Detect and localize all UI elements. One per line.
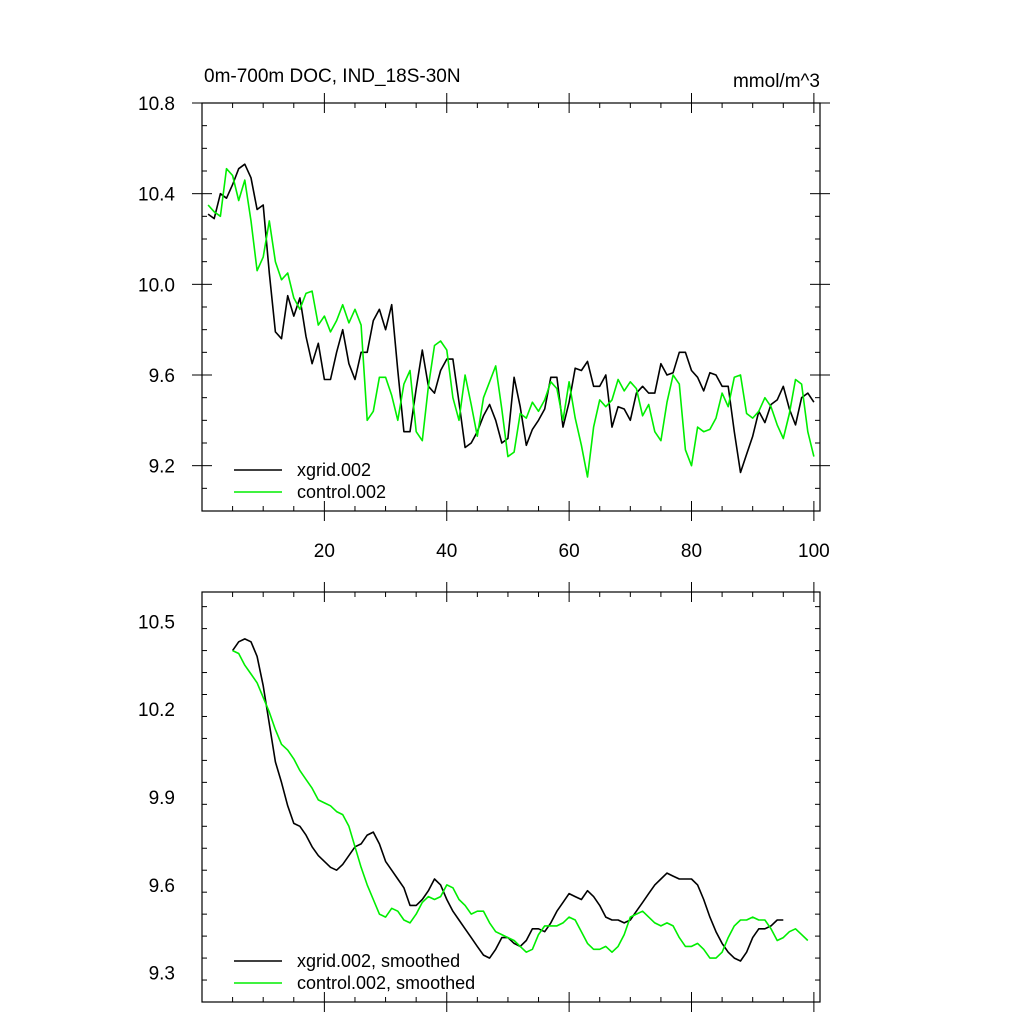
legend-label-2: control.002, smoothed [297, 973, 475, 993]
y-tick-label: 10.2 [138, 700, 175, 721]
x-tick-label: 20 [314, 541, 335, 562]
top-panel: 20 40 60 80 100 9.2 9.6 10.0 10.4 10.8 xgrid.002co… [138, 93, 830, 562]
y-tick-label: 9.2 [149, 457, 175, 478]
y-tick-label: 10.4 [138, 185, 175, 206]
y-tick-label: 10.8 [138, 94, 175, 115]
y-tick-label: 9.6 [149, 876, 175, 897]
bottom-panel: 9.3 9.6 9.9 10.2 10.5 xgrid.002, smoothedcont… [138, 582, 821, 1012]
series-line-1 [231, 638, 784, 962]
legend-label-2: control.002 [297, 482, 386, 502]
y-tick-label: 9.6 [149, 366, 175, 387]
x-tick-label: 80 [681, 541, 702, 562]
plot-frame [201, 102, 821, 512]
x-tick-label: 40 [436, 541, 457, 562]
x-tick-label: 100 [798, 541, 830, 562]
y-tick-label: 9.9 [149, 788, 175, 809]
units-label: mmol/m^3 [733, 71, 820, 92]
series-line-2 [232, 649, 809, 959]
y-tick-label: 10.0 [138, 275, 175, 296]
plot-frame [201, 591, 821, 1003]
series-line-1 [207, 163, 815, 474]
series-line-2 [207, 167, 815, 478]
chart-title: 0m-700m DOC, IND_18S-30N [204, 66, 461, 87]
x-tick-label: 60 [559, 541, 580, 562]
y-tick-label: 9.3 [149, 964, 175, 985]
legend-label-1: xgrid.002, smoothed [297, 951, 460, 971]
y-tick-label: 10.5 [138, 612, 175, 633]
legend-label-1: xgrid.002 [297, 460, 371, 480]
